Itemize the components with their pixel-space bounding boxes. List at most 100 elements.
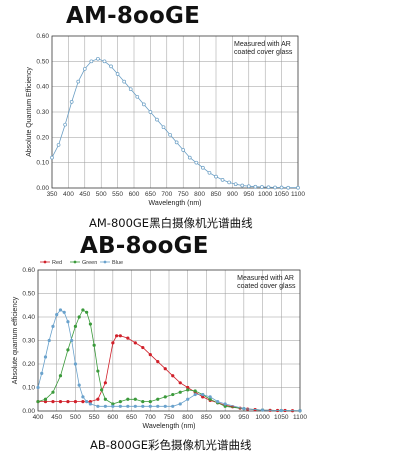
- x-tick-label: 900: [227, 191, 238, 198]
- data-point-red: [178, 381, 182, 385]
- data-point-blue: [279, 408, 283, 413]
- data-point-mono: [214, 174, 218, 179]
- plot-frame: [37, 269, 301, 412]
- legend-marker-blue: [103, 260, 107, 264]
- top-chart-caption: AM-800GE黑白摄像机光谱曲线: [89, 216, 253, 230]
- data-point-blue: [73, 362, 78, 366]
- data-point-mono: [122, 79, 127, 84]
- data-point-mono: [279, 185, 284, 190]
- data-point-blue: [47, 338, 51, 343]
- x-tick-label: 900: [220, 414, 231, 421]
- data-point-blue: [62, 310, 66, 314]
- data-point-mono: [82, 67, 87, 71]
- data-point-green: [36, 400, 40, 404]
- x-tick-label: 750: [164, 414, 175, 421]
- data-point-red: [118, 334, 122, 338]
- bottom-chart-caption: AB-800GE彩色摄像机光谱曲线: [90, 438, 252, 452]
- legend-label-red: Red: [52, 260, 62, 266]
- series-line-green: [37, 309, 301, 412]
- data-point-blue: [186, 397, 190, 401]
- x-axis-label: Wavelength (nm): [148, 200, 201, 207]
- y-axis-label: Absolute Quantum Efficiency: [26, 67, 33, 157]
- data-point-blue: [242, 407, 246, 411]
- x-tick-label: 650: [126, 414, 137, 421]
- x-tick-label: 700: [145, 414, 156, 421]
- data-point-blue: [156, 404, 160, 408]
- data-point-mono: [109, 64, 113, 69]
- measurement-note: Measured with AR: [237, 275, 294, 282]
- x-tick-label: 1050: [274, 191, 289, 198]
- x-tick-label: 800: [194, 191, 205, 198]
- data-point-blue: [171, 404, 175, 408]
- data-point-green: [223, 404, 227, 408]
- data-point-green: [81, 308, 85, 312]
- data-point-red: [156, 360, 160, 364]
- data-point-blue: [126, 404, 130, 408]
- data-point-red: [133, 341, 137, 345]
- data-point-mono: [207, 170, 212, 175]
- data-point-mono: [187, 155, 192, 160]
- y-tick-label: 0.40: [36, 84, 49, 91]
- data-point-green: [58, 374, 63, 378]
- data-point-green: [163, 395, 167, 399]
- bottom-quantum-efficiency-chart: 400 450 500 550 600 650 700 750 800 850 900 950 1000…: [12, 260, 307, 430]
- plot-frame: [51, 35, 299, 189]
- data-point-mono: [260, 185, 264, 189]
- data-point-blue: [70, 338, 74, 343]
- data-point-mono: [141, 102, 146, 107]
- data-point-green: [126, 397, 130, 401]
- data-point-green: [156, 397, 160, 401]
- data-point-green: [208, 397, 212, 401]
- data-point-blue: [141, 404, 145, 408]
- x-tick-label: 350: [47, 191, 58, 198]
- x-tick-label: 750: [178, 191, 189, 198]
- data-point-mono: [161, 125, 166, 130]
- data-point-red: [58, 400, 63, 404]
- data-point-mono: [96, 56, 100, 61]
- y-tick-label: 0.10: [36, 160, 49, 167]
- y-tick-label: 0.30: [22, 338, 35, 345]
- x-tick-label: 600: [129, 191, 140, 198]
- x-tick-label: 950: [243, 191, 254, 198]
- y-axis-label: Absolute quantum efficiency: [12, 296, 19, 384]
- data-point-mono: [168, 132, 172, 137]
- data-point-red: [115, 334, 119, 338]
- data-point-red: [88, 400, 92, 404]
- x-tick-label: 1000: [255, 414, 270, 421]
- y-tick-label: 0.50: [22, 291, 35, 298]
- data-point-red: [103, 381, 107, 385]
- data-point-red: [51, 400, 55, 404]
- data-point-mono: [69, 100, 74, 104]
- data-point-mono: [135, 94, 140, 99]
- x-tick-label: 650: [145, 191, 156, 198]
- data-point-blue: [77, 383, 81, 387]
- data-point-mono: [102, 59, 107, 64]
- series-line-mono: [51, 58, 298, 189]
- data-point-blue: [163, 404, 167, 408]
- bottom-chart-title: AB-8ooGE: [80, 233, 209, 259]
- data-point-green: [118, 400, 122, 404]
- data-point-mono: [63, 122, 67, 127]
- y-tick-label: 0.50: [36, 58, 49, 65]
- x-tick-label: 700: [161, 191, 172, 198]
- data-point-red: [96, 397, 100, 401]
- legend-label-blue: Blue: [112, 260, 123, 266]
- legend-label-green: Green: [82, 260, 97, 266]
- x-tick-label: 550: [112, 191, 123, 198]
- data-point-blue: [51, 324, 55, 328]
- x-tick-label: 800: [182, 414, 193, 421]
- data-point-blue: [103, 404, 107, 408]
- y-tick-label: 0.20: [22, 361, 35, 368]
- x-tick-label: 500: [96, 191, 107, 198]
- data-point-blue: [81, 395, 85, 399]
- x-tick-label: 1100: [293, 414, 307, 421]
- legend-marker-green: [73, 260, 77, 264]
- data-point-green: [103, 397, 107, 401]
- x-tick-label: 400: [63, 191, 74, 198]
- data-point-green: [88, 322, 92, 326]
- data-point-blue: [66, 320, 70, 324]
- top-quantum-efficiency-chart: 350 400 450 500 550 600 650 700 750 800 850 900 950 1…: [26, 33, 305, 207]
- data-point-red: [73, 400, 78, 404]
- x-tick-label: 1100: [291, 191, 305, 198]
- y-tick-label: 0.60: [36, 33, 49, 40]
